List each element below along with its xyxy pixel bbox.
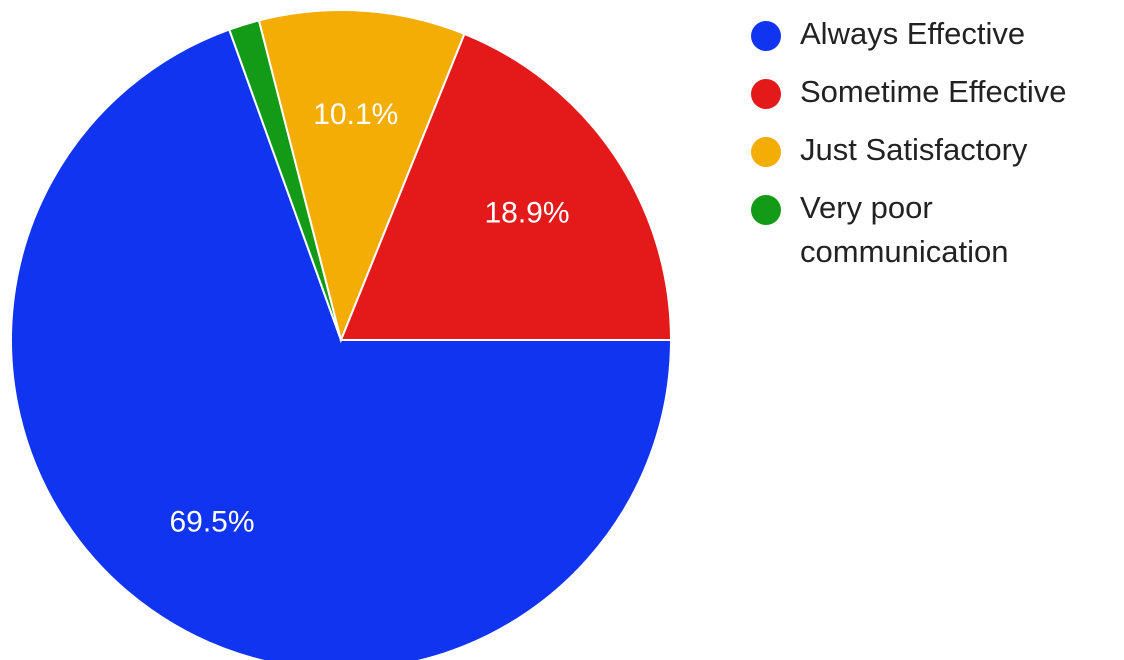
pie-slice-just-satisfactory (257, 9, 466, 344)
legend-item-very-poor-communication: Very poor communication (751, 190, 1008, 269)
slice-label-sometime-effective: 18.9% (484, 196, 569, 229)
slice-label-always-effective: 69.5% (169, 506, 254, 539)
legend-swatch-sometime-effective (751, 79, 781, 109)
legend-label-sometime-effective: Sometime Effective (800, 74, 1066, 109)
slice-label-just-satisfactory: 10.1% (313, 98, 398, 131)
legend-item-always-effective: Always Effective (751, 16, 1025, 51)
legend-item-just-satisfactory: Just Satisfactory (751, 132, 1028, 167)
legend-label-just-satisfactory: Just Satisfactory (800, 132, 1028, 167)
legend-swatch-just-satisfactory (751, 137, 781, 167)
legend-item-sometime-effective: Sometime Effective (751, 74, 1066, 109)
legend-label-very-poor-communication-line-1: Very poor (800, 190, 933, 225)
legend-label-always-effective: Always Effective (800, 16, 1025, 51)
legend-swatch-always-effective (751, 21, 781, 51)
pie-slice-always-effective (10, 28, 673, 660)
legend-swatch-very-poor-communication (751, 195, 781, 225)
legend-label-very-poor-communication-line-2: communication (800, 234, 1008, 269)
pie-slice-sometime-effective (339, 32, 673, 341)
legend: Always Effective Sometime Effective Just S… (751, 16, 1066, 269)
pie-slice-labels: 69.5% 10.1% 18.9% (169, 98, 569, 538)
pie-slices (10, 9, 673, 660)
